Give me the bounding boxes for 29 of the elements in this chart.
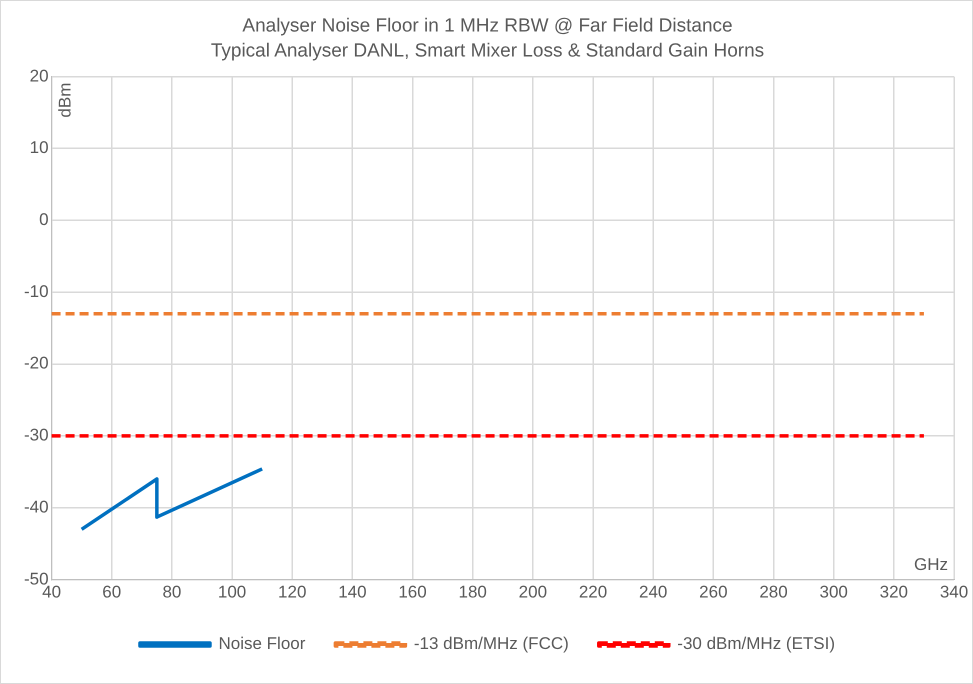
legend-label: -13 dBm/MHz (FCC) — [414, 634, 569, 654]
y-tick-label: -30 — [24, 426, 49, 445]
y-tick-label: -20 — [24, 354, 49, 373]
x-tick-label: 180 — [458, 582, 487, 602]
chart-title: Analyser Noise Floor in 1 MHz RBW @ Far Field Distance — [242, 16, 733, 37]
legend-label: Noise Floor — [218, 634, 306, 654]
x-tick-label: 320 — [880, 582, 908, 602]
x-tick-label: 300 — [819, 582, 848, 602]
x-tick-label: 260 — [699, 582, 728, 602]
x-tick-label: 60 — [102, 582, 122, 602]
x-tick-label: 340 — [940, 582, 968, 602]
x-tick-label: 120 — [278, 582, 306, 602]
x-tick-label: 220 — [578, 582, 608, 602]
y-tick-label: -10 — [24, 282, 49, 301]
x-tick-label: 80 — [162, 582, 182, 602]
x-tick-label: 100 — [218, 582, 246, 602]
x-tick-label: 200 — [518, 582, 548, 602]
y-tick-label: 10 — [30, 138, 49, 158]
y-axis-title: dBm — [55, 82, 74, 118]
x-axis-title: GHz — [914, 554, 948, 574]
y-tick-label: 0 — [39, 210, 49, 229]
chart-subtitle: Typical Analyser DANL, Smart Mixer Loss & Standard Gain Horns — [210, 40, 764, 62]
x-tick-label: 140 — [338, 582, 367, 602]
x-tick-label: 240 — [639, 582, 668, 602]
y-tick-label: -40 — [24, 497, 49, 516]
x-tick-label: 160 — [398, 582, 427, 602]
x-tick-label: 280 — [759, 582, 788, 602]
y-tick-label: 20 — [30, 66, 49, 86]
legend-label: -30 dBm/MHz (ETSI) — [677, 634, 836, 654]
